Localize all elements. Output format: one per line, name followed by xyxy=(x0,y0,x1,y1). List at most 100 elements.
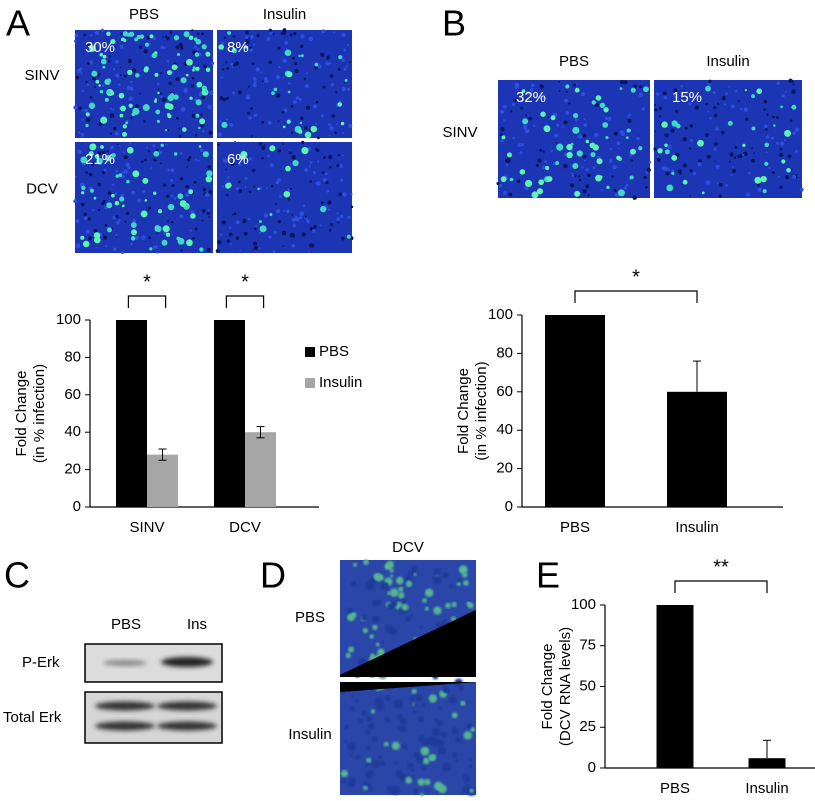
speck xyxy=(195,133,198,137)
tissue-cell xyxy=(456,738,460,742)
infected-cell xyxy=(180,77,187,84)
speck xyxy=(587,173,591,177)
speck xyxy=(299,116,304,121)
speck xyxy=(343,67,347,71)
tissue-cell xyxy=(345,652,351,659)
speck xyxy=(688,195,691,197)
speck xyxy=(771,170,775,174)
speck xyxy=(342,132,345,134)
tissue-cell xyxy=(372,760,380,769)
speck xyxy=(255,224,258,228)
speck xyxy=(341,154,344,157)
speck xyxy=(120,250,125,255)
blot xyxy=(84,691,223,744)
tissue-cell xyxy=(412,710,417,715)
speck xyxy=(145,146,148,149)
speck xyxy=(336,217,340,221)
infected-cell xyxy=(195,38,202,45)
tissue-cell xyxy=(433,606,442,615)
speck xyxy=(328,62,332,65)
speck xyxy=(80,72,83,75)
speck xyxy=(303,77,307,81)
infected-cell xyxy=(299,121,303,125)
speck xyxy=(258,142,263,146)
speck xyxy=(338,68,341,71)
speck xyxy=(500,139,504,143)
speck xyxy=(248,116,252,120)
infected-cell xyxy=(543,125,551,133)
micrograph-bg xyxy=(654,80,802,198)
speck xyxy=(162,36,165,38)
tissue-cell xyxy=(460,700,466,706)
infected-cell xyxy=(286,119,291,124)
speck xyxy=(326,55,331,60)
tissue-cell xyxy=(469,788,474,793)
speck xyxy=(304,126,308,130)
speck xyxy=(229,242,233,246)
tissue-cell xyxy=(369,634,374,639)
infected-cell xyxy=(142,104,150,112)
speck xyxy=(219,96,224,101)
tissue-cell xyxy=(387,602,395,610)
infected-cell xyxy=(310,125,318,133)
speck xyxy=(316,181,321,186)
speck xyxy=(737,99,740,102)
speck xyxy=(76,68,82,74)
significance-bracket xyxy=(574,290,698,303)
tissue-cell xyxy=(462,773,468,780)
row-label: SINV xyxy=(442,124,477,141)
speck xyxy=(705,103,709,106)
speck xyxy=(505,163,509,167)
infected-cell xyxy=(130,222,137,228)
speck xyxy=(689,93,692,96)
micrograph xyxy=(653,78,804,198)
column-label: PBS xyxy=(559,53,589,70)
speck xyxy=(568,102,571,105)
x-tick-label: SINV xyxy=(129,519,164,536)
speck xyxy=(279,194,282,198)
infected-cell xyxy=(164,128,168,132)
speck xyxy=(612,164,617,170)
y-tick-label: 20 xyxy=(496,460,513,477)
speck xyxy=(728,160,731,163)
speck xyxy=(81,90,84,93)
infected-cell xyxy=(189,96,193,100)
speck xyxy=(286,209,290,214)
speck xyxy=(328,154,333,160)
tissue-cell xyxy=(352,562,357,567)
speck xyxy=(796,175,799,177)
infected-cell xyxy=(90,188,95,193)
speck xyxy=(343,48,347,52)
speck xyxy=(563,163,568,169)
speck xyxy=(654,108,658,112)
infected-cell xyxy=(259,225,267,233)
speck xyxy=(269,162,275,168)
speck xyxy=(277,178,281,182)
infected-cell xyxy=(94,236,101,244)
speck xyxy=(619,79,625,85)
speck xyxy=(261,156,264,160)
speck xyxy=(502,119,505,122)
speck xyxy=(190,210,194,214)
infected-cell xyxy=(269,213,273,217)
speck xyxy=(74,33,79,38)
infected-cell xyxy=(298,129,303,134)
speck xyxy=(327,200,332,205)
speck xyxy=(299,216,303,220)
speck xyxy=(119,44,124,49)
speck xyxy=(162,183,167,187)
speck xyxy=(221,41,225,45)
tissue-cell xyxy=(344,724,349,729)
speck xyxy=(321,29,326,34)
speck xyxy=(247,217,251,221)
speck xyxy=(505,158,511,164)
tissue-cell xyxy=(413,702,419,708)
speck xyxy=(564,98,568,103)
speck xyxy=(231,66,234,68)
speck xyxy=(658,106,663,111)
tissue-cell xyxy=(411,688,417,694)
speck xyxy=(255,67,260,72)
speck xyxy=(587,194,590,197)
speck xyxy=(228,232,233,237)
infected-cell xyxy=(226,182,232,188)
